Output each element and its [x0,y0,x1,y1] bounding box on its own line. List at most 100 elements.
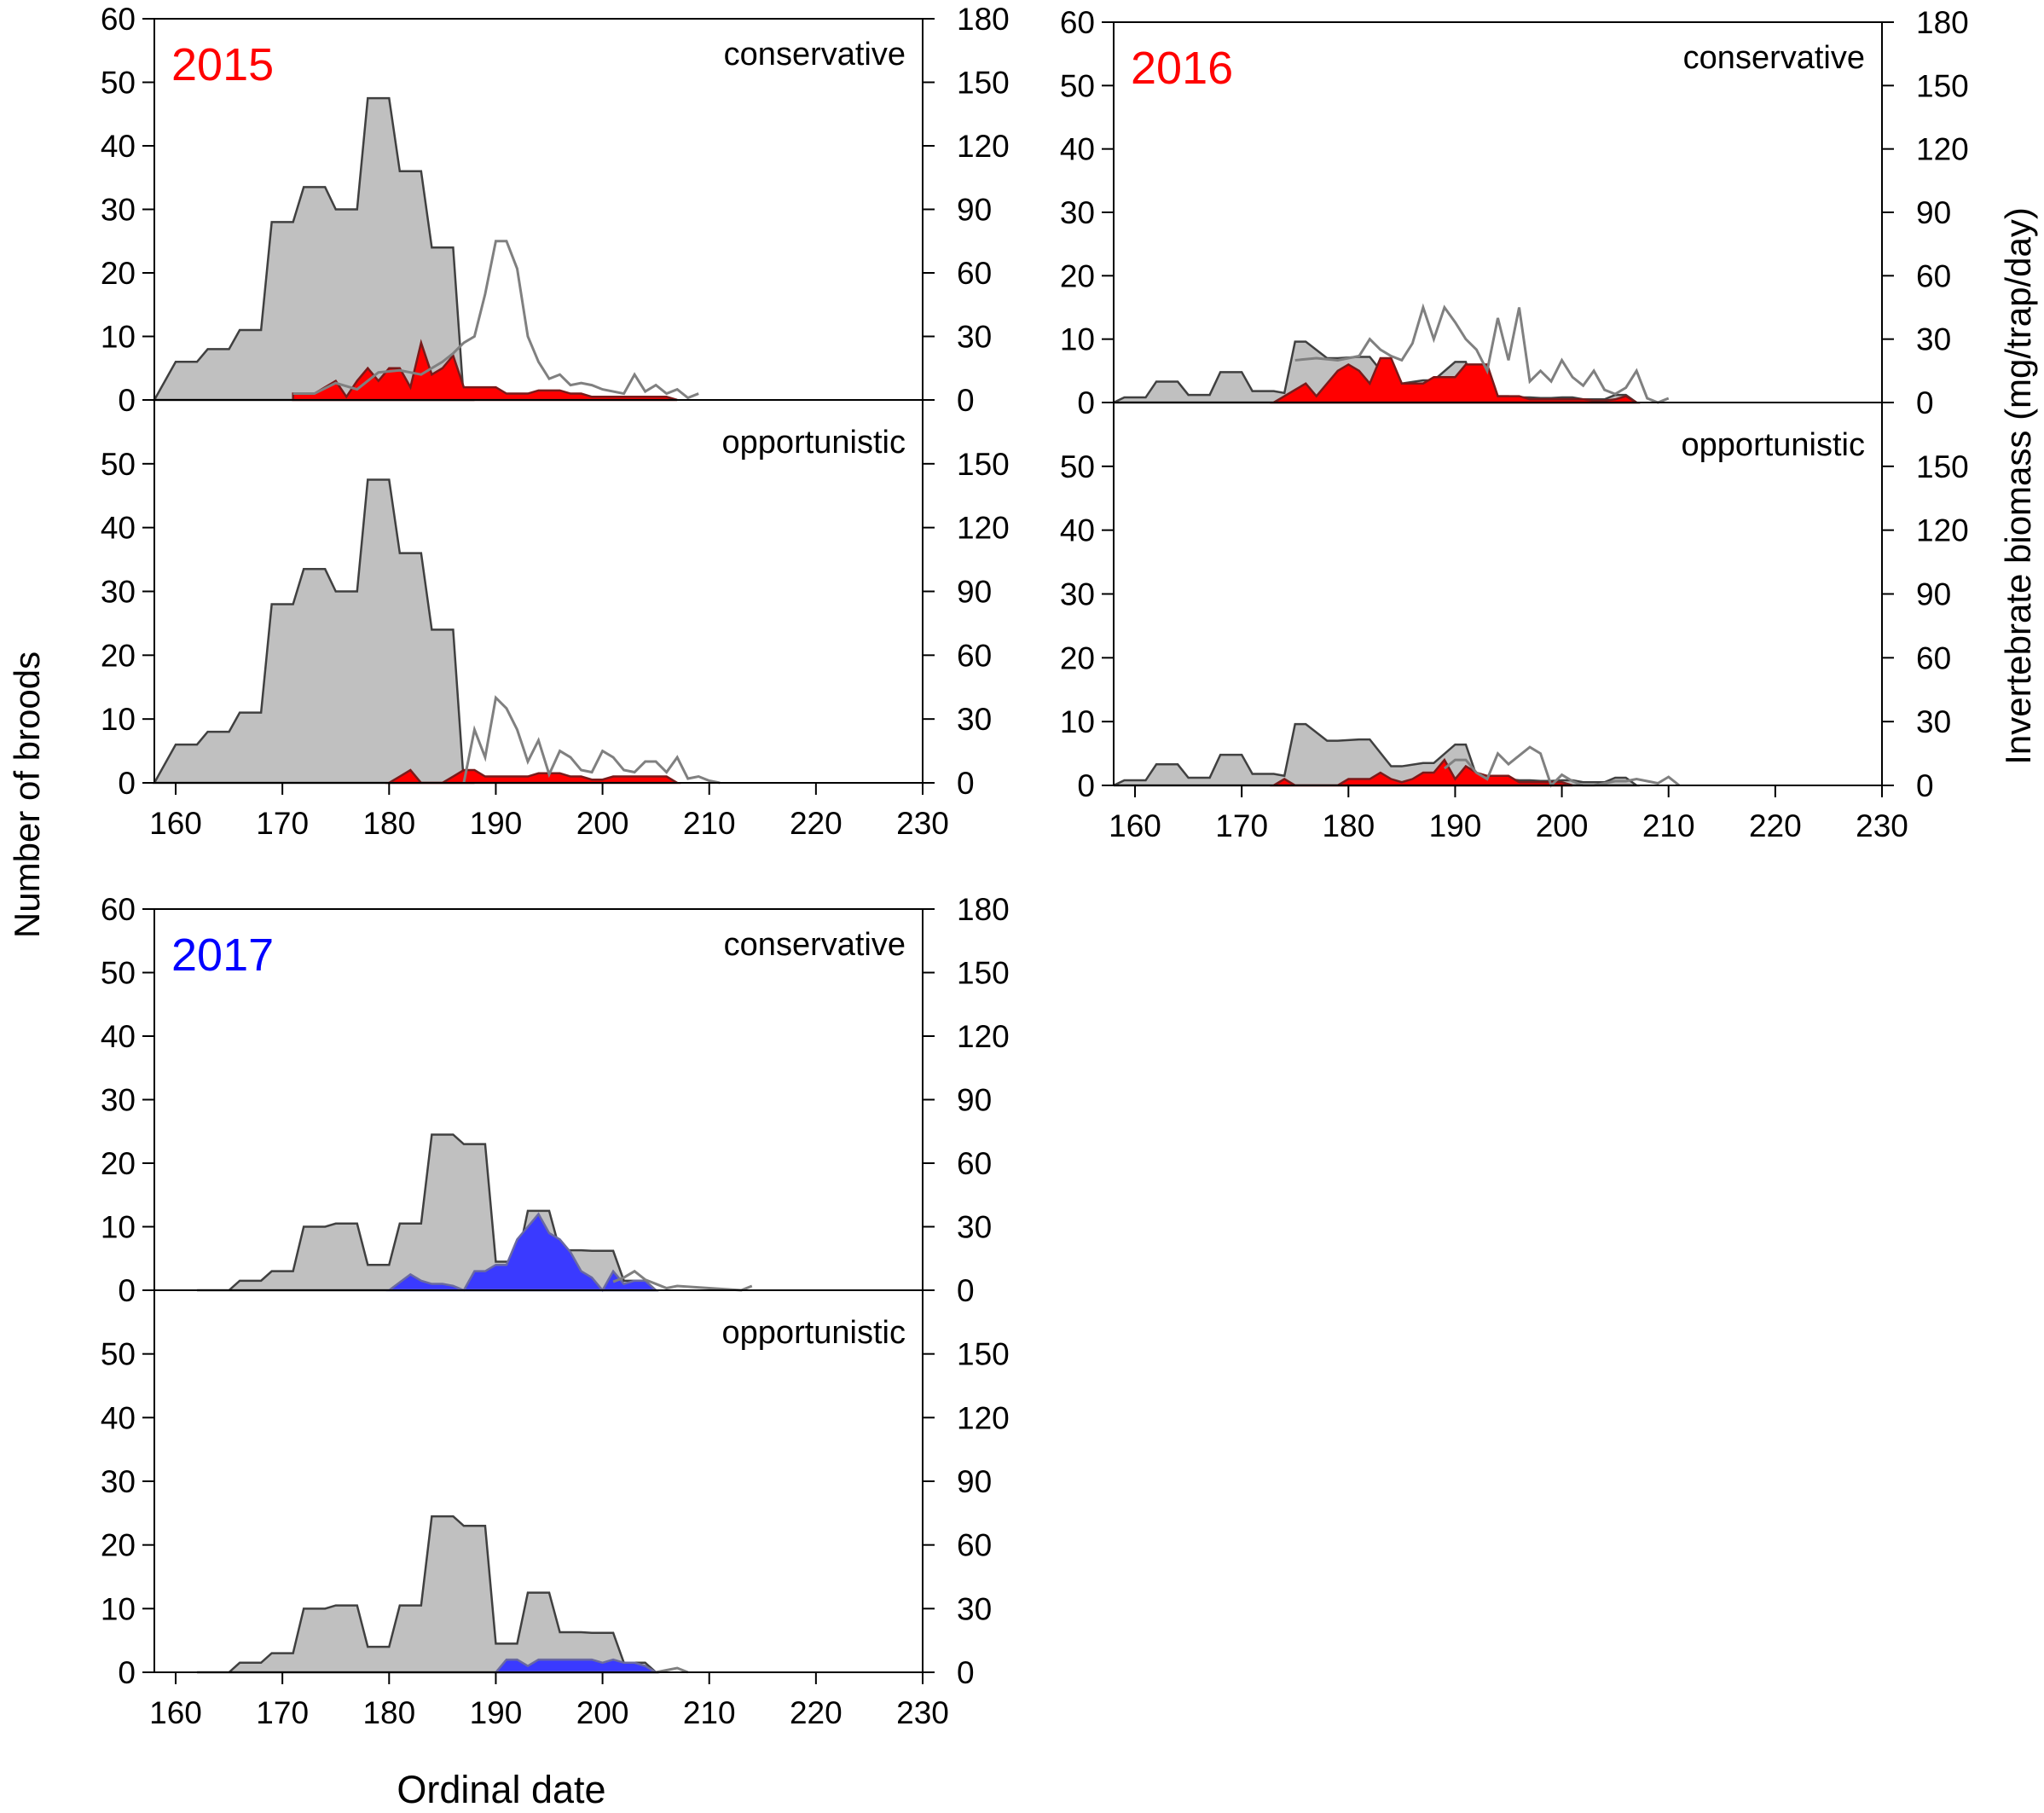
panel-2015-conservative: 0 10 20 30 40 50 60 0 30 60 90 120 150 180 conservativ… [101,2,1010,418]
right-tick-label: 120 [957,1400,1010,1435]
left-tick-label: 50 [101,447,136,482]
matched-broods-area [493,1658,660,1674]
right-tick-label: 120 [957,1019,1010,1054]
right-tick-label: 0 [1916,768,1934,803]
left-tick-label: 20 [101,1146,136,1181]
right-tick-label: 90 [957,575,992,610]
left-tick-label: 40 [101,1019,136,1054]
left-tick-label: 30 [1060,195,1095,230]
left-tick-label: 50 [1060,449,1095,484]
right-tick-label: 30 [957,1591,992,1626]
panel-2015-opportunistic: 0 10 20 30 40 50 0 30 60 90 120 150 160 170 180 190 200 2… [101,400,1010,841]
right-tick-label: 180 [1916,5,1969,40]
panel-2016-opportunistic: 0 10 20 30 40 50 0 30 60 90 120 150 160 170 180 190 200 2… [1060,403,1969,843]
left-tick-label: 60 [1060,5,1095,40]
left-tick-label: 10 [101,1210,136,1245]
right-tick-label: 150 [957,1337,1010,1372]
biomass-line [292,240,699,400]
left-tick-label: 10 [101,320,136,355]
right-tick-label: 150 [957,66,1010,101]
right-tick-label: 0 [957,1273,975,1308]
left-tick-label: 0 [118,1655,136,1690]
left-tick-label: 20 [101,1528,136,1563]
left-tick-label: 50 [101,1337,136,1372]
right-tick-label: 180 [957,892,1010,927]
all-broods-area [197,1515,659,1674]
criterion-label: conservative [724,927,906,963]
right-tick-label: 150 [957,447,1010,482]
left-tick-label: 10 [101,702,136,737]
left-axis-label: Number of broods [7,652,47,938]
x-tick-label: 170 [256,806,309,841]
right-tick-label: 120 [957,511,1010,546]
left-tick-label: 0 [118,766,136,801]
x-tick-label: 210 [683,1695,736,1730]
left-tick-label: 40 [101,129,136,164]
right-axis-label: Invertebrate biomass (mg/trap/day) [1998,207,2038,765]
criterion-label: opportunistic [722,425,906,460]
right-tick-label: 150 [1916,449,1969,484]
left-tick-label: 20 [1060,640,1095,675]
left-tick-label: 20 [101,638,136,673]
left-tick-label: 0 [118,1273,136,1308]
right-tick-label: 60 [957,1528,992,1563]
x-tick-label: 190 [470,1695,523,1730]
x-tick-label: 190 [1429,808,1482,843]
left-tick-label: 60 [101,2,136,37]
right-tick-label: 0 [1916,385,1934,420]
right-tick-label: 180 [957,2,1010,37]
panel-2017-opportunistic: 0 10 20 30 40 50 0 30 60 90 120 150 160 170 180 190 200 2… [101,1290,1010,1730]
biomass-line [1443,745,1681,788]
right-tick-label: 30 [1916,322,1951,357]
x-tick-label: 160 [149,806,202,841]
left-tick-label: 20 [1060,258,1095,293]
right-tick-label: 150 [957,956,1010,991]
x-tick-label: 200 [576,806,629,841]
right-tick-label: 30 [1916,704,1951,739]
all-broods-area [152,96,475,402]
right-tick-label: 0 [957,1655,975,1690]
right-tick-label: 120 [1916,513,1969,548]
x-tick-label: 220 [790,806,842,841]
right-tick-label: 30 [957,702,992,737]
left-tick-label: 10 [1060,322,1095,357]
matched-broods-area [1270,757,1573,787]
left-tick-label: 40 [101,1400,136,1435]
left-tick-label: 30 [101,575,136,610]
criterion-label: opportunistic [1682,427,1865,463]
left-tick-label: 30 [101,193,136,228]
x-axis-label: Ordinal date [397,1768,605,1811]
left-tick-label: 20 [101,256,136,291]
x-tick-label: 160 [1109,808,1161,843]
right-tick-label: 120 [1916,132,1969,167]
year-label: 2017 [171,930,274,981]
right-tick-label: 60 [957,1146,992,1181]
panel-2017-conservative: 0 10 20 30 40 50 60 0 30 60 90 120 150 180 conservativ… [101,892,1010,1308]
matched-broods-area [385,1212,659,1293]
right-tick-label: 30 [957,1210,992,1245]
biomass-line [1294,303,1670,404]
criterion-label: conservative [724,37,906,72]
biomass-line [462,695,721,785]
right-tick-label: 90 [957,1464,992,1499]
left-tick-label: 10 [1060,704,1095,739]
criterion-label: opportunistic [722,1315,906,1351]
x-tick-label: 170 [256,1695,309,1730]
x-tick-label: 160 [149,1695,202,1730]
year-label: 2016 [1131,43,1233,94]
left-tick-label: 0 [1077,768,1095,803]
right-tick-label: 60 [957,638,992,673]
x-tick-label: 230 [896,1695,949,1730]
all-broods-area [1113,722,1641,787]
all-broods-area [197,1133,659,1292]
x-tick-label: 180 [362,806,415,841]
x-tick-label: 230 [896,806,949,841]
x-tick-label: 180 [362,1695,415,1730]
x-tick-label: 200 [576,1695,629,1730]
left-tick-label: 40 [1060,513,1095,548]
left-tick-label: 40 [101,511,136,546]
criterion-label: conservative [1683,40,1865,76]
right-tick-label: 90 [1916,577,1951,612]
x-tick-label: 180 [1322,808,1375,843]
all-broods-area [152,478,475,785]
